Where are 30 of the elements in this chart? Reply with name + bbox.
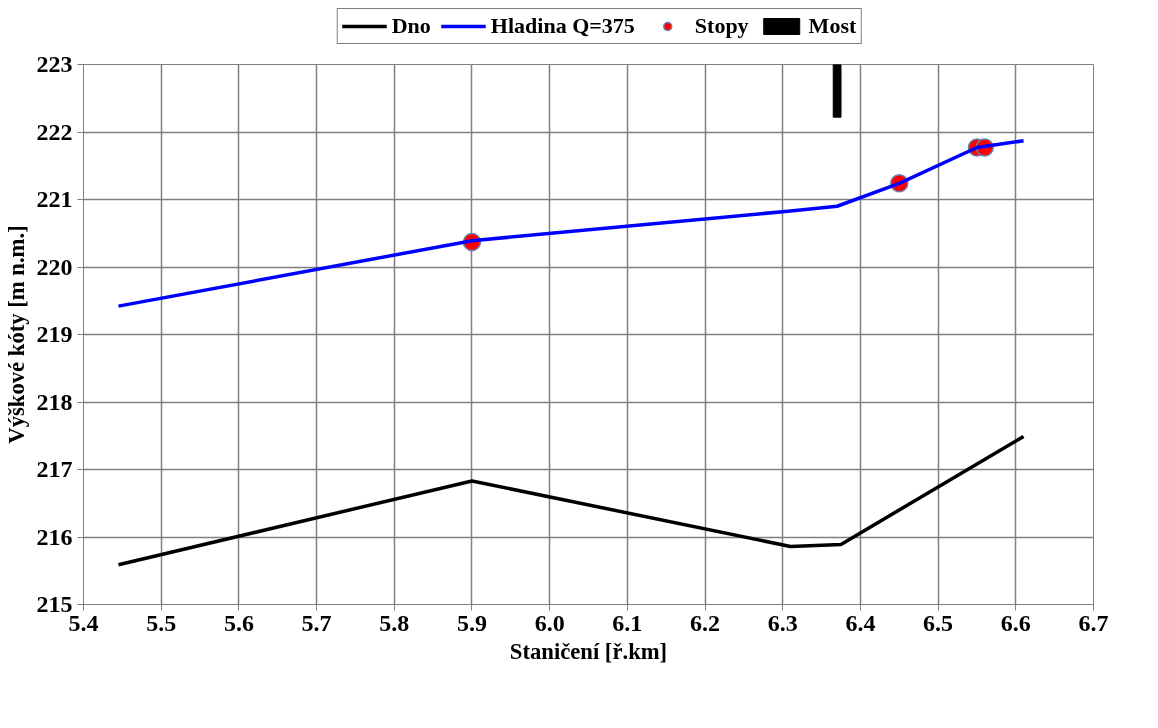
y-tick-label: 218	[36, 388, 73, 415]
y-tick-label: 220	[36, 253, 73, 280]
y-tick-label: 221	[36, 186, 73, 212]
x-axis-title: Staničení [ř.km]	[509, 638, 668, 664]
x-tick-label: 6.4	[845, 609, 876, 636]
x-tick-label: 5.6	[223, 609, 254, 636]
y-tick-label: 222	[36, 118, 73, 145]
y-tick-label: 223	[36, 51, 73, 77]
y-tick-label: 216	[36, 523, 73, 550]
x-tick-label: 5.5	[146, 609, 177, 636]
legend-label: Dno	[391, 13, 431, 39]
x-tick-label: 6.5	[923, 609, 954, 636]
x-tick-label: 6.1	[612, 609, 643, 636]
y-tick-label: 217	[36, 456, 73, 482]
y-tick-label: 215	[36, 591, 73, 617]
x-tick-label: 5.8	[379, 609, 410, 636]
x-tick-label: 6.7	[1078, 609, 1109, 636]
line-series	[116, 139, 1026, 308]
line-series	[116, 434, 1026, 567]
legend-label: Most	[808, 13, 857, 39]
x-tick-label: 6.6	[1000, 609, 1031, 636]
legend-label: Hladina Q=375	[490, 13, 635, 39]
legend-label: Stopy	[694, 13, 749, 39]
x-tick-label: 6.0	[534, 609, 565, 636]
y-tick-label: 219	[36, 321, 73, 347]
x-tick-label: 5.9	[456, 609, 487, 636]
y-axis-title: Výškové kóty [m n.m.]	[3, 225, 29, 444]
x-tick-label: 6.3	[767, 609, 798, 636]
x-tick-label: 6.2	[690, 609, 721, 636]
x-tick-label: 5.7	[301, 609, 332, 636]
